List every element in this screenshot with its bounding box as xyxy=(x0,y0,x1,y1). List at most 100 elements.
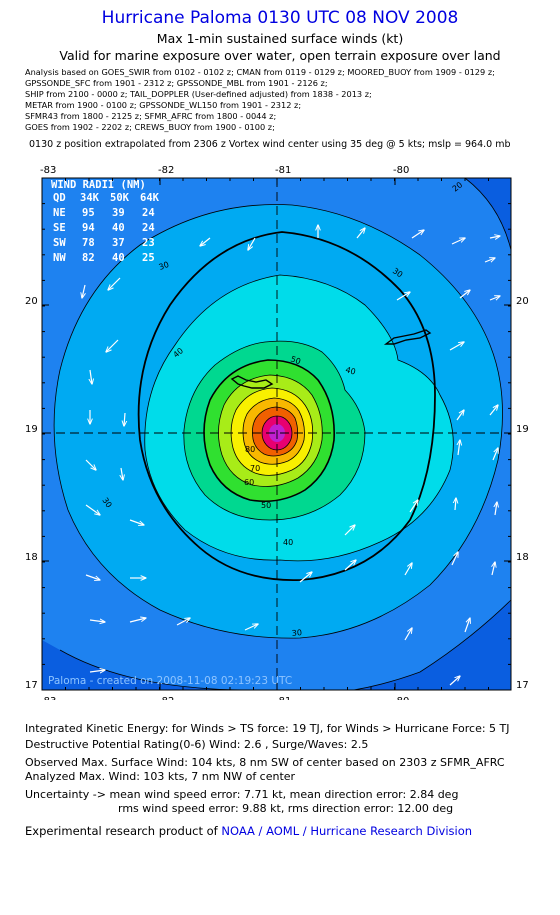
axis-labels: -83 -82 -81 -80 -83 -82 -81 -80 20 19 18… xyxy=(25,165,529,700)
wind-arrow xyxy=(89,620,105,622)
lat-label-right: 18 xyxy=(516,552,529,563)
contour-label-40: 40 xyxy=(283,538,293,547)
wind-radii-title: WIND RADII (NM) xyxy=(51,179,146,191)
wind-radii-cell: 94 xyxy=(82,222,95,234)
wind-arrow xyxy=(409,500,418,513)
wind-radii-cell: 40 xyxy=(112,252,125,264)
analysis-source-line: SHIP from 2100 - 0000 z; TAIL_DOPPLER (U… xyxy=(25,89,372,99)
wind-radii-header: QD xyxy=(53,192,66,204)
wind-arrow xyxy=(124,412,125,426)
credit-prefix: Experimental research product of xyxy=(25,824,222,838)
wind-vectors xyxy=(82,225,500,686)
dpr-line: Destructive Potential Rating(0-6) Wind: … xyxy=(25,738,369,751)
wind-arrow xyxy=(492,448,498,461)
wind-arrow xyxy=(356,228,365,239)
analysis-source-line: GPSSONDE_SFC from 1901 - 2312 z; GPSSOND… xyxy=(25,78,328,88)
wind-arrow xyxy=(85,574,100,580)
wind-arrow xyxy=(495,502,497,516)
wind-arrow xyxy=(449,676,460,686)
wind-radii-cell: 95 xyxy=(82,207,95,219)
wind-radii-cell: 25 xyxy=(142,252,155,264)
wind-radii-cell: 78 xyxy=(82,237,95,249)
exposure-subtitle: Valid for marine exposure over water, op… xyxy=(59,48,501,63)
wind-arrow xyxy=(449,342,464,351)
wind-arrow xyxy=(129,519,144,525)
wind-radii-cell: 24 xyxy=(142,222,155,234)
credit-line: Experimental research product of NOAA / … xyxy=(25,824,472,838)
lat-label-left: 20 xyxy=(25,296,38,307)
wind-arrow xyxy=(489,236,500,238)
grand-cayman-outline xyxy=(230,375,274,389)
wind-arrow xyxy=(464,618,470,633)
lat-label-left: 18 xyxy=(25,552,38,563)
analyzed-max-wind: Analyzed Max. Wind: 103 kts, 7 nm NW of … xyxy=(25,770,296,783)
wind-arrow xyxy=(85,504,100,515)
wind-arrow xyxy=(85,459,96,470)
wind-radii-header: 34K xyxy=(80,192,100,204)
wind-radii-cell: SW xyxy=(53,237,66,249)
uncertainty-line: rms wind speed error: 9.88 kt, rms direc… xyxy=(118,802,454,815)
wind-arrow xyxy=(176,618,190,626)
lon-label-bottom: -80 xyxy=(393,696,409,700)
hrd-link[interactable]: NOAA / AOML / Hurricane Research Divisio… xyxy=(221,824,473,838)
wind-arrow xyxy=(492,562,495,576)
wind-arrow xyxy=(484,258,495,262)
wind-arrow xyxy=(200,237,211,246)
wind-arrow xyxy=(106,339,119,352)
wind-arrow xyxy=(458,440,460,456)
lat-label-right: 17 xyxy=(516,680,529,691)
axis-ticks xyxy=(41,177,511,690)
contour-label-40: 40 xyxy=(344,365,356,376)
lon-label-bottom: -81 xyxy=(275,696,291,700)
wind-field-map: 20 30 30 30 30 40 40 40 50 50 60 70 80 W… xyxy=(25,165,529,700)
cayman-brac-outline xyxy=(383,329,432,345)
wind-radii-cell: 37 xyxy=(112,237,125,249)
wind-arrow xyxy=(411,230,424,239)
wind-arrow xyxy=(108,277,121,290)
lon-label-top: -81 xyxy=(275,165,291,176)
product-subtitle: Max 1-min sustained surface winds (kt) xyxy=(156,31,404,46)
map-footer: Paloma - created on 2008-11-08 02:19:23 … xyxy=(48,675,292,687)
lat-label-left: 17 xyxy=(25,680,38,691)
wind-arrow xyxy=(299,572,312,583)
uncertainty-line: Uncertainty -> mean wind speed error: 7.… xyxy=(25,788,459,801)
wind-arrow xyxy=(455,498,456,511)
lat-label-right: 19 xyxy=(516,424,529,435)
contour-label-30: 30 xyxy=(291,628,302,638)
wind-radii-table: WIND RADII (NM) QD 34K 50K 64K NE 95 39 … xyxy=(51,179,160,264)
ike-line: Integrated Kinetic Energy: for Winds > T… xyxy=(25,722,510,735)
center-crosshair xyxy=(42,178,511,690)
contour-label-80: 80 xyxy=(245,445,255,454)
wind-radii-cell: 24 xyxy=(142,207,155,219)
wind-radii-header: 64K xyxy=(140,192,160,204)
wind-radii-cell: NW xyxy=(53,252,66,264)
wind-arrow xyxy=(456,410,464,421)
lat-label-right: 20 xyxy=(516,296,529,307)
wind-radii-cell: 82 xyxy=(82,252,95,264)
coastline xyxy=(230,329,432,389)
contour-label-60: 60 xyxy=(244,478,254,487)
wind-arrow xyxy=(82,284,85,298)
wind-arrow xyxy=(451,552,458,566)
contour-label-30: 30 xyxy=(158,260,171,272)
analysis-source-line: SFMR43 from 1800 - 2125 z; SFMR_AFRC fro… xyxy=(25,111,277,121)
wind-arrow xyxy=(248,237,256,250)
wind-arrow xyxy=(129,618,146,623)
wind-arrow xyxy=(344,560,356,571)
wind-radii-header: 50K xyxy=(110,192,130,204)
analysis-source-line: GOES from 1902 - 2202 z; CREWS_BUOY from… xyxy=(25,122,275,132)
wind-arrow xyxy=(344,525,355,536)
contour-label-50: 50 xyxy=(289,354,302,366)
lon-label-top: -83 xyxy=(40,165,56,176)
wind-arrow xyxy=(90,369,92,384)
wind-arrow xyxy=(459,290,470,299)
observed-max-wind: Observed Max. Surface Wind: 104 kts, 8 n… xyxy=(25,756,505,769)
wind-arrow xyxy=(404,628,412,641)
lon-label-top: -82 xyxy=(158,165,174,176)
page-title: Hurricane Paloma 0130 UTC 08 NOV 2008 xyxy=(101,8,459,28)
lon-label-bottom: -83 xyxy=(40,696,56,700)
wind-arrow xyxy=(489,296,500,300)
analysis-source-line: Analysis based on GOES_SWIR from 0102 - … xyxy=(25,67,495,77)
wind-arrow xyxy=(121,467,123,480)
contour-label-50: 50 xyxy=(261,501,271,510)
